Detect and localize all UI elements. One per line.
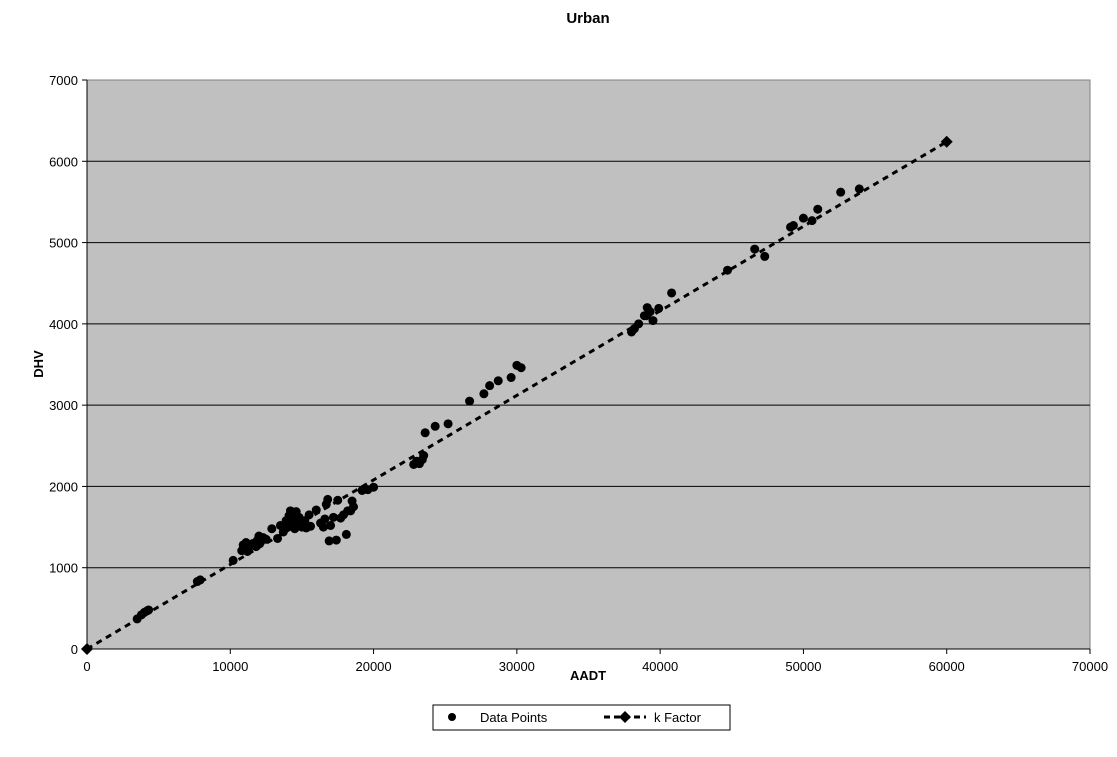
- diamond-marker: [81, 643, 93, 655]
- data-point: [326, 520, 336, 530]
- data-point: [788, 221, 798, 231]
- y-tick-label: 0: [71, 642, 78, 657]
- data-point: [144, 605, 154, 615]
- data-point: [654, 303, 664, 313]
- x-tick-label: 10000: [212, 659, 248, 674]
- x-tick-label: 70000: [1072, 659, 1108, 674]
- data-point: [324, 536, 334, 546]
- data-point: [341, 529, 351, 539]
- data-point: [516, 363, 526, 373]
- data-point: [798, 213, 808, 223]
- data-point: [667, 288, 677, 298]
- data-point: [323, 494, 333, 504]
- data-point: [836, 187, 846, 197]
- axes: [82, 79, 1091, 654]
- data-point: [493, 376, 503, 386]
- x-tick-label: 20000: [355, 659, 391, 674]
- y-axis-tick-labels: 0 1000 2000 3000 4000 5000 6000 7000: [49, 73, 78, 657]
- y-tick-label: 7000: [49, 73, 78, 88]
- data-point: [318, 522, 328, 532]
- legend-box: [432, 704, 731, 731]
- legend-marker-data-points: [448, 713, 456, 721]
- x-tick-label: 0: [83, 659, 90, 674]
- x-tick-label: 50000: [785, 659, 821, 674]
- trend-line: [86, 140, 948, 651]
- data-point: [320, 514, 330, 524]
- data-point: [485, 381, 495, 391]
- data-point: [430, 421, 440, 431]
- x-axis-title: AADT: [570, 668, 606, 683]
- data-point: [506, 373, 516, 383]
- data-point: [465, 396, 475, 406]
- data-point: [267, 524, 277, 534]
- data-point: [854, 184, 864, 194]
- data-point: [443, 419, 453, 429]
- gridlines: [87, 160, 1090, 569]
- legend: Data Points k Factor: [432, 704, 731, 731]
- data-point: [479, 389, 489, 399]
- data-point: [645, 307, 655, 317]
- plot-area: [86, 79, 1091, 650]
- y-tick-label: 4000: [49, 317, 78, 332]
- data-point: [304, 510, 314, 520]
- legend-marker-k-factor: [619, 711, 631, 723]
- legend-label-data-points: Data Points: [480, 710, 548, 725]
- y-tick-label: 1000: [49, 561, 78, 576]
- diamond-marker: [940, 135, 953, 148]
- y-axis-title: DHV: [31, 350, 46, 378]
- data-point: [349, 502, 359, 512]
- data-point: [760, 251, 770, 261]
- legend-label-k-factor: k Factor: [654, 710, 702, 725]
- x-axis-tick-labels: 0 10000 20000 30000 40000 50000 60000 70000: [83, 659, 1108, 674]
- y-tick-label: 6000: [49, 154, 78, 169]
- y-tick-label: 5000: [49, 236, 78, 251]
- y-tick-label: 2000: [49, 479, 78, 494]
- series-layer: [81, 135, 953, 655]
- x-tick-label: 30000: [499, 659, 535, 674]
- y-tick-label: 3000: [49, 398, 78, 413]
- data-point: [328, 512, 338, 522]
- series-1: [81, 135, 953, 655]
- chart-title: Urban: [566, 10, 609, 27]
- data-point: [306, 521, 316, 531]
- data-point: [750, 244, 760, 254]
- x-tick-label: 60000: [929, 659, 965, 674]
- x-tick-label: 40000: [642, 659, 678, 674]
- data-point: [648, 316, 658, 326]
- data-point: [369, 482, 379, 492]
- data-point: [813, 204, 823, 214]
- data-point: [420, 428, 430, 438]
- data-point: [331, 535, 341, 545]
